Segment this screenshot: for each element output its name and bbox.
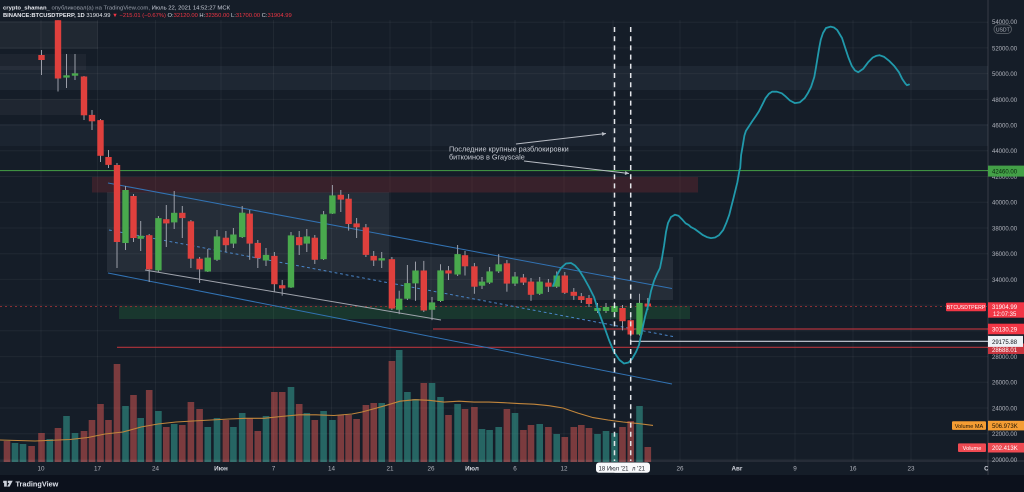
svg-text:28688.01: 28688.01 [992,348,1018,354]
svg-text:506.973K: 506.973K [992,424,1018,430]
svg-text:54000.00: 54000.00 [992,20,1018,26]
svg-text:26: 26 [427,465,435,472]
svg-text:BINANCE:BTCUSDTPERP, 1D 31904.: BINANCE:BTCUSDTPERP, 1D 31904.99 ▼ −215.… [3,13,292,19]
svg-text:12: 12 [560,465,568,472]
svg-text:9: 9 [793,465,797,472]
svg-text:10: 10 [37,465,45,472]
svg-text:Сен: Сен [984,465,996,472]
svg-text:29175.88: 29175.88 [992,340,1018,346]
svg-text:crypto_shaman_ опубликовал(а): crypto_shaman_ опубликовал(а) на Trading… [3,5,231,11]
svg-text:26: 26 [676,465,684,472]
svg-text:31904.99: 31904.99 [992,305,1018,311]
svg-text:16: 16 [849,465,857,472]
svg-text:USDT: USDT [996,28,1010,34]
svg-text:52000.00: 52000.00 [992,46,1018,52]
svg-text:38000.00: 38000.00 [992,226,1018,232]
svg-text:Июл: Июл [465,465,479,472]
svg-text:6: 6 [513,465,517,472]
svg-text:40000.00: 40000.00 [992,201,1018,207]
svg-text:биткоинов в Grayscale: биткоинов в Grayscale [449,153,525,162]
svg-text:Июн: Июн [214,465,228,472]
svg-text:24: 24 [152,465,160,472]
svg-text:7: 7 [272,465,276,472]
svg-text:TradingView: TradingView [16,480,59,489]
svg-text:20000.00: 20000.00 [992,458,1018,464]
svg-text:28000.00: 28000.00 [992,355,1018,361]
svg-text:17: 17 [94,465,102,472]
svg-text:Volume: Volume [963,446,982,452]
svg-text:14: 14 [328,465,336,472]
svg-text:36000.00: 36000.00 [992,252,1018,258]
svg-text:26000.00: 26000.00 [992,381,1018,387]
svg-text:Авг: Авг [731,465,742,472]
svg-text:42460.00: 42460.00 [992,170,1018,176]
svg-text:44000.00: 44000.00 [992,149,1018,155]
svg-text:42000.00: 42000.00 [992,175,1018,181]
svg-text:Volume MA: Volume MA [955,424,984,430]
svg-text:BTCUSDTPERP: BTCUSDTPERP [947,305,986,311]
svg-text:34000.00: 34000.00 [992,278,1018,284]
svg-text:22000.00: 22000.00 [992,432,1018,438]
svg-text:24000.00: 24000.00 [992,406,1018,412]
svg-text:46000.00: 46000.00 [992,124,1018,130]
svg-text:18 Июл '21: 18 Июл '21 [598,466,629,472]
svg-text:23: 23 [907,465,915,472]
svg-text:202.413K: 202.413K [992,446,1018,452]
svg-text:48000.00: 48000.00 [992,98,1018,104]
svg-text:Последние крупные разблокировк: Последние крупные разблокировки [449,145,569,154]
svg-text:21: 21 [386,465,394,472]
svg-text:50000.00: 50000.00 [992,72,1018,78]
svg-text:12:07:35: 12:07:35 [993,312,1017,318]
svg-text:л '21: л '21 [632,466,646,472]
svg-text:30130.29: 30130.29 [992,328,1018,334]
